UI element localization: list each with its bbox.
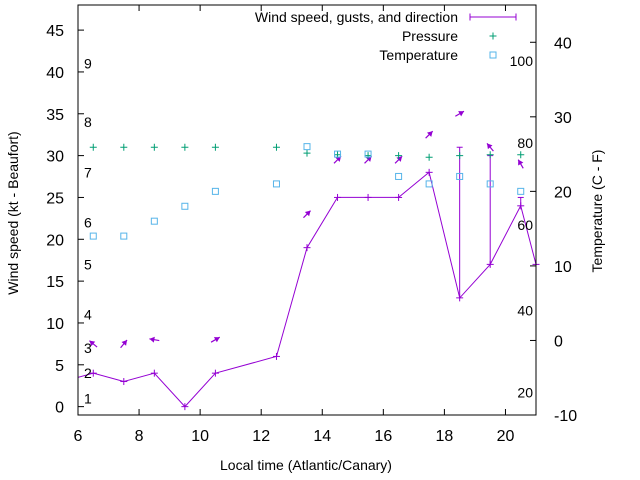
wind-arrowhead-4 (304, 210, 311, 217)
y2-tick-label-40: 40 (554, 35, 572, 52)
wind-arrowhead-3 (213, 337, 220, 343)
pressure-point-0 (89, 143, 97, 151)
plot-frame (77, 4, 537, 416)
temperature-point-1 (120, 232, 128, 240)
temperature-point-11 (456, 172, 464, 180)
y2-axis-label: Temperature (C - F) (589, 150, 605, 273)
x-axis-label: Local time (Atlantic/Canary) (220, 457, 392, 473)
fahrenheit-label-20: 20 (517, 385, 533, 401)
beaufort-label-7: 7 (84, 164, 92, 180)
y-tick-label-25: 25 (46, 190, 64, 207)
legend-sample-pressure (489, 32, 497, 40)
y2-tick-label--10: -10 (554, 408, 577, 425)
series-marks-layer (89, 110, 540, 411)
legend-label-temperature: Temperature (379, 47, 458, 63)
temperature-point-12 (486, 180, 494, 188)
y-axis-label: Wind speed (kt - Beaufort) (5, 131, 21, 294)
fahrenheit-label-40: 40 (517, 303, 533, 319)
y2-tick-label-20: 20 (554, 184, 572, 201)
beaufort-label-5: 5 (84, 256, 92, 272)
pressure-point-6 (303, 149, 311, 157)
temperature-point-6 (303, 143, 311, 151)
x-tick-label-6: 6 (74, 428, 83, 445)
x-tick-label-8: 8 (135, 428, 144, 445)
wind-arrowhead-5 (335, 156, 342, 162)
temperature-point-7 (334, 150, 342, 158)
wind-arrowhead-9 (458, 111, 464, 117)
fahrenheit-label-80: 80 (517, 135, 533, 151)
pressure-point-10 (425, 153, 433, 161)
legend-label-pressure: Pressure (402, 28, 458, 44)
pressure-point-13 (517, 151, 525, 159)
x-tick-label-18: 18 (436, 428, 454, 445)
beaufort-label-3: 3 (84, 340, 92, 356)
y-tick-label-10: 10 (46, 316, 64, 333)
beaufort-label-8: 8 (84, 114, 92, 130)
y-tick-label-30: 30 (46, 149, 64, 166)
legend-sample-temperature (489, 51, 497, 59)
x-tick-label-12: 12 (252, 428, 270, 445)
x-tick-label-10: 10 (191, 428, 209, 445)
beaufort-labels-layer: 1 2 3 4 5 6 7 8 9 20 40 60 80 100 (84, 53, 533, 406)
temperature-point-4 (211, 187, 219, 195)
beaufort-label-9: 9 (84, 56, 92, 72)
wind-arrowhead-6 (365, 156, 372, 162)
axis-ticks-layer: 6 8 10 12 14 16 18 20051015202530354045-1001020… (46, 5, 577, 445)
wind-arrowhead-8 (427, 131, 433, 137)
x-tick-label-16: 16 (374, 428, 392, 445)
temperature-point-5 (272, 180, 280, 188)
pressure-point-9 (395, 152, 403, 160)
pressure-point-2 (150, 143, 158, 151)
temperature-point-3 (181, 202, 189, 210)
y2-tick-label-10: 10 (554, 259, 572, 276)
y-tick-label-0: 0 (55, 400, 64, 417)
pressure-point-5 (272, 143, 280, 151)
pressure-point-12 (486, 151, 494, 159)
y2-tick-label-0: 0 (554, 333, 563, 350)
x-tick-label-20: 20 (497, 428, 515, 445)
beaufort-label-4: 4 (84, 307, 92, 323)
series-lines-layer (78, 171, 536, 408)
fahrenheit-label-60: 60 (517, 217, 533, 233)
beaufort-label-1: 1 (84, 390, 92, 406)
legend: Wind speed, gusts, and direction Pressur… (255, 9, 517, 63)
y-tick-label-45: 45 (46, 23, 64, 40)
wind-arrowhead-11 (518, 159, 524, 166)
temperature-point-8 (364, 150, 372, 158)
x-tick-label-14: 14 (313, 428, 331, 445)
wind-arrowhead-10 (486, 143, 493, 150)
y-tick-label-5: 5 (55, 358, 64, 375)
wind-arrowhead-7 (396, 156, 403, 162)
temperature-point-2 (150, 217, 158, 225)
fahrenheit-label-100: 100 (510, 53, 534, 69)
wind-arrowhead-1 (121, 340, 128, 346)
y-tick-label-40: 40 (46, 65, 64, 82)
temperature-point-13 (517, 187, 525, 195)
wind-speed-line (78, 171, 536, 408)
beaufort-label-6: 6 (84, 215, 92, 231)
y-tick-label-35: 35 (46, 107, 64, 124)
wind-arrowhead-0 (89, 340, 96, 347)
wind-arrowhead-2 (149, 336, 155, 343)
temperature-point-0 (89, 232, 97, 240)
pressure-point-3 (181, 143, 189, 151)
beaufort-label-2: 2 (84, 365, 92, 381)
legend-label-wind: Wind speed, gusts, and direction (255, 9, 458, 25)
pressure-point-1 (120, 143, 128, 151)
temperature-point-9 (395, 172, 403, 180)
temperature-point-10 (425, 180, 433, 188)
pressure-point-11 (456, 152, 464, 160)
y-tick-label-15: 15 (46, 274, 64, 291)
y-tick-label-20: 20 (46, 232, 64, 249)
pressure-point-8 (364, 152, 372, 160)
pressure-point-4 (211, 143, 219, 151)
y2-tick-label-30: 30 (554, 110, 572, 127)
plot-border (77, 4, 537, 416)
